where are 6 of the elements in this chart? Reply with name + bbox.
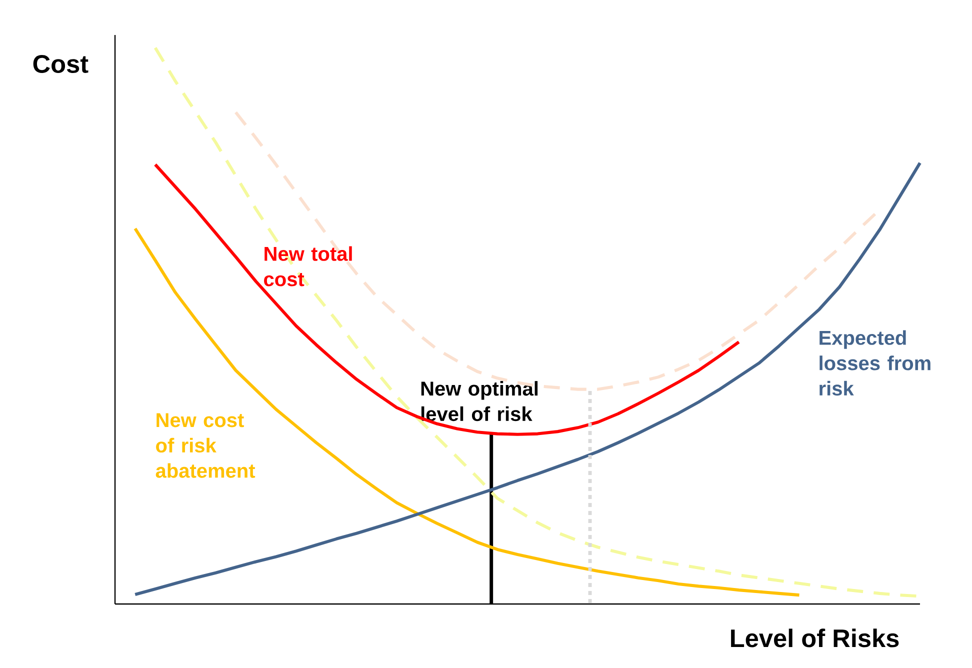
- annotation: New optimal level of risk: [421, 381, 538, 422]
- x-axis-title: Level of Risks: [731, 628, 899, 648]
- series-label: New cost of risk abatement: [156, 413, 256, 478]
- series-label: New total cost: [264, 246, 352, 286]
- y-axis-title: Cost: [33, 55, 88, 73]
- series-label: Expected losses from risk: [820, 330, 930, 396]
